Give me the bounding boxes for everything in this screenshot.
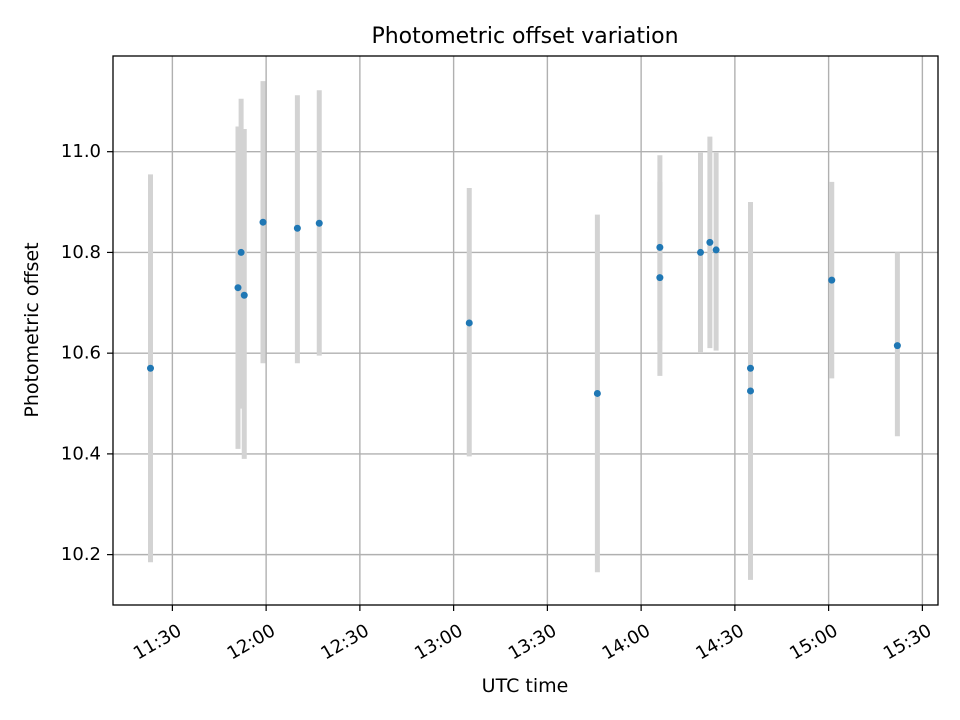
error-bars	[148, 81, 900, 580]
x-tick-label: 11:30	[130, 620, 185, 664]
x-axis-label: UTC time	[482, 675, 569, 697]
data-point	[315, 219, 323, 227]
data-point	[234, 284, 242, 292]
x-tick-label: 13:00	[411, 620, 466, 664]
data-point	[747, 364, 754, 372]
data-point	[712, 246, 720, 254]
axis-ticks: 11:30 12:00 12:30 13:00 13:30 14:00 14:30 15:00…	[61, 141, 935, 664]
y-axis-label: Photometric offset	[21, 242, 43, 417]
data-point	[259, 218, 267, 226]
y-tick-label: 10.6	[61, 343, 101, 364]
x-tick-label: 13:30	[505, 620, 560, 664]
data-point	[706, 238, 714, 246]
y-tick-label: 10.2	[61, 544, 101, 565]
data-point	[237, 248, 245, 256]
chart-title: Photometric offset variation	[371, 24, 678, 49]
x-tick-label: 15:30	[880, 620, 935, 664]
data-point	[147, 364, 154, 372]
plot-frame	[112, 55, 939, 606]
data-point	[593, 389, 601, 397]
data-point	[697, 248, 704, 256]
y-tick-label: 10.8	[61, 242, 101, 263]
data-point	[893, 342, 901, 350]
data-points	[147, 218, 901, 397]
data-point	[656, 243, 664, 251]
y-tick-label: 11.0	[61, 141, 101, 162]
x-tick-label: 12:30	[317, 620, 372, 664]
data-point	[747, 387, 754, 395]
x-tick-label: 15:00	[786, 620, 841, 664]
data-point	[293, 224, 301, 232]
y-tick-label: 10.4	[61, 443, 101, 464]
data-point	[828, 276, 836, 284]
x-tick-label: 14:00	[599, 620, 654, 664]
data-point	[240, 291, 248, 299]
data-point	[465, 319, 473, 327]
grid-lines	[113, 56, 938, 605]
x-tick-label: 12:00	[224, 620, 279, 664]
x-tick-label: 14:30	[692, 620, 747, 664]
data-point	[656, 274, 664, 282]
